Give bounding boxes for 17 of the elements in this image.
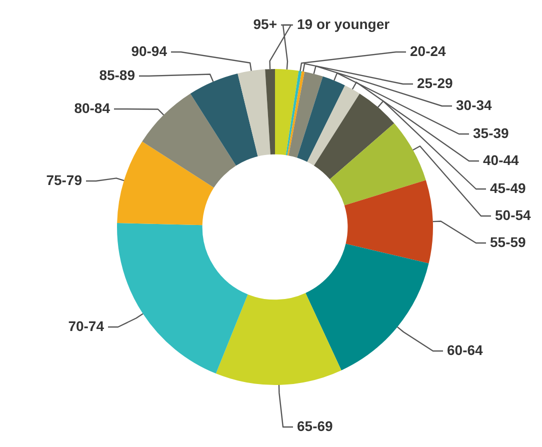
slice-label: 85-89	[99, 66, 136, 83]
slice-label: 19 or younger	[297, 16, 390, 32]
slice-label: 95+	[253, 16, 277, 32]
slice-label: 65-69	[297, 418, 334, 434]
slice-label: 55-59	[490, 234, 526, 250]
slice-label: 40-44	[483, 152, 520, 168]
slice-label: 50-54	[495, 206, 532, 223]
slice-label: 60-64	[447, 342, 484, 358]
slice-label: 90-94	[131, 42, 168, 59]
slice-label: 35-39	[473, 124, 510, 141]
slice-label: 80-84	[74, 100, 110, 116]
slice-label: 30-34	[456, 96, 492, 113]
slice-label: 20-24	[410, 42, 446, 59]
slice-label: 70-74	[68, 318, 104, 334]
slice-label: 25-29	[417, 74, 454, 91]
slice-label: 45-49	[490, 180, 526, 196]
slice-label: 75-79	[46, 172, 82, 188]
